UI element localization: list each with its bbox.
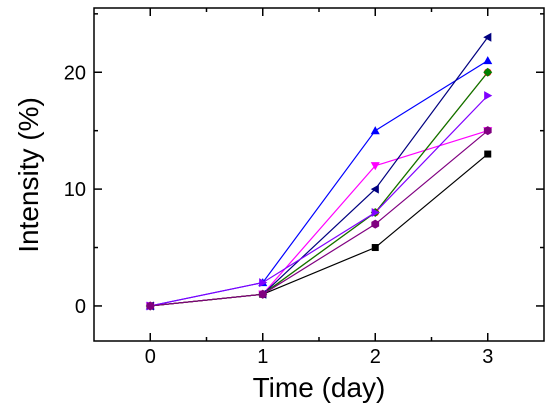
x-tick-label: 3 <box>482 346 493 368</box>
series-lines <box>150 36 489 307</box>
data-point-s1-3 <box>484 150 492 158</box>
tick-labels: 0 1 2 3 0 10 20 <box>64 62 494 368</box>
data-point-s1-2 <box>371 244 379 252</box>
x-tick-label: 2 <box>370 346 381 368</box>
y-tick-label: 20 <box>64 62 86 84</box>
series-markers <box>145 32 493 311</box>
data-point-s2-2 <box>370 126 380 135</box>
series-line-3 <box>150 130 488 307</box>
data-point-s8-1 <box>258 289 267 299</box>
data-point-s6-3 <box>483 67 493 77</box>
data-point-s2-3 <box>483 56 493 65</box>
y-tick-label: 0 <box>75 296 86 318</box>
x-tick-label: 0 <box>145 346 156 368</box>
data-point-s8-0 <box>146 301 155 311</box>
data-point-s8-3 <box>483 126 492 136</box>
data-point-s7-3 <box>484 91 493 101</box>
x-axis-title: Time (day) <box>253 372 386 403</box>
data-point-s4-3 <box>483 32 492 42</box>
series-line-4 <box>150 36 489 307</box>
series-line-2 <box>150 60 489 307</box>
y-tick-label: 10 <box>64 179 86 201</box>
data-point-s3-2 <box>370 162 380 171</box>
data-point-s4-2 <box>370 184 379 194</box>
y-axis-title: Intensity (%) <box>13 97 44 253</box>
series-line-7 <box>150 95 489 307</box>
data-point-s8-2 <box>371 219 380 229</box>
plot-frame <box>93 7 545 342</box>
data-point-s7-2 <box>371 207 380 217</box>
axis-ticks <box>94 8 544 341</box>
series-line-8 <box>150 130 489 307</box>
x-tick-label: 1 <box>257 346 268 368</box>
data-point-s7-1 <box>259 278 268 288</box>
